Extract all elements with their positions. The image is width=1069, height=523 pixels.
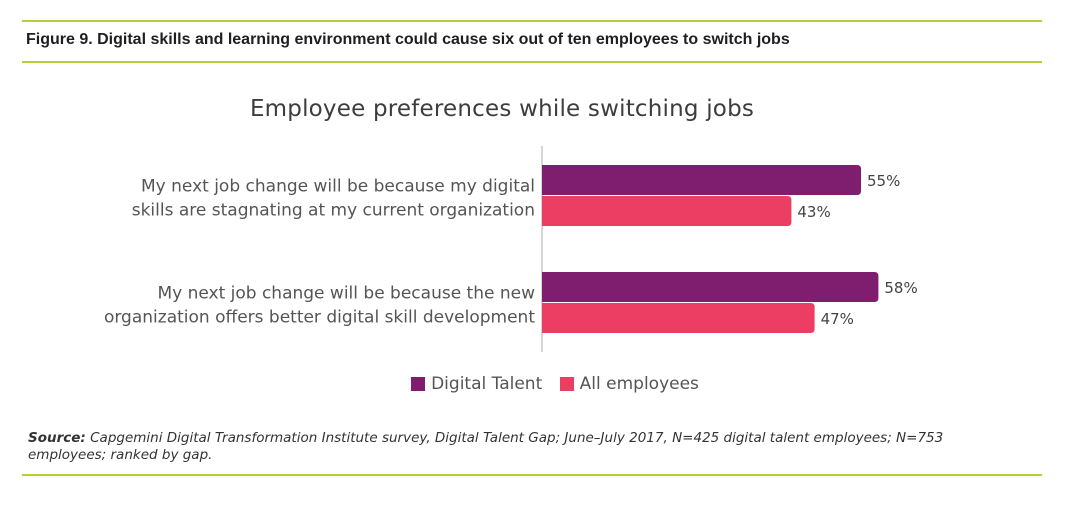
legend-label-digital-talent: Digital Talent <box>431 374 543 394</box>
data-label: 47% <box>821 310 854 328</box>
bottom-rule <box>22 474 1042 476</box>
category-label: My next job change will be because my di… <box>141 177 535 197</box>
category-label: skills are stagnating at my current orga… <box>132 201 535 221</box>
data-label: 43% <box>797 203 830 221</box>
data-label: 58% <box>884 279 917 297</box>
legend-swatch-all-employees <box>559 377 574 391</box>
chart-title: Employee preferences while switching job… <box>249 96 755 122</box>
bar-digital-talent <box>542 272 879 302</box>
bar-all-employees <box>542 196 792 226</box>
source-text: Capgemini Digital Transformation Institu… <box>28 430 944 463</box>
source-label: Source: <box>28 430 86 446</box>
chart-legend: Digital Talent All employees <box>0 374 1069 396</box>
category-label: organization offers better digital skill… <box>104 308 535 328</box>
figure-title: Figure 9. Digital skills and learning en… <box>26 31 790 48</box>
legend-swatch-digital-talent <box>411 377 426 391</box>
top-rule <box>22 20 1042 22</box>
title-underline-rule <box>22 61 1042 63</box>
category-label: My next job change will be because the n… <box>157 284 535 304</box>
legend-item-all-employees: All employees <box>559 374 699 394</box>
legend-label-all-employees: All employees <box>579 374 699 394</box>
legend-item-digital-talent: Digital Talent <box>411 374 542 394</box>
data-label: 55% <box>867 172 900 190</box>
source-note: Source: Capgemini Digital Transformation… <box>28 430 988 464</box>
bar-all-employees <box>542 303 815 333</box>
bar-digital-talent <box>542 165 861 195</box>
